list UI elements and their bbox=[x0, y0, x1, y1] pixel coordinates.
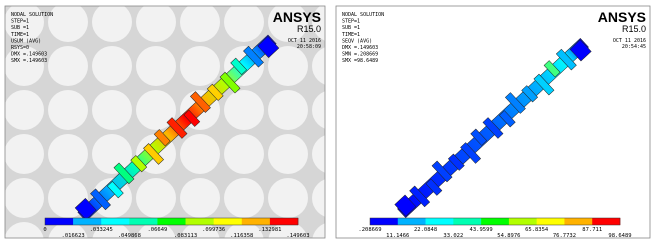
info-line: SUB =1 bbox=[11, 25, 29, 31]
legend-band bbox=[270, 218, 298, 225]
legend-band bbox=[453, 218, 481, 225]
legend-band bbox=[537, 218, 565, 225]
logo: ANSYS bbox=[598, 9, 646, 25]
info-line: USUM (AVG) bbox=[11, 38, 41, 44]
legend-band bbox=[129, 218, 157, 225]
legend-band bbox=[509, 218, 537, 225]
logo: ANSYS bbox=[273, 9, 321, 25]
legend-label: .06649 bbox=[148, 227, 168, 233]
panel-left bbox=[5, 6, 325, 238]
info-line: SEQV (AVG) bbox=[342, 38, 372, 44]
info-line: DMX =.149603 bbox=[342, 45, 378, 51]
figure: NODAL SOLUTIONSTEP=1SUB =1TIME=1USUM (AV… bbox=[0, 0, 656, 244]
info-line: TIME=1 bbox=[342, 32, 360, 38]
version: R15.0 bbox=[622, 24, 646, 34]
info-line: SMX =98.6489 bbox=[342, 58, 378, 64]
legend-label: 11.1466 bbox=[386, 233, 409, 239]
info-line: SMX =.149603 bbox=[11, 58, 47, 64]
legend-label: 98.6489 bbox=[608, 233, 631, 239]
legend-label: .132981 bbox=[258, 227, 281, 233]
info-line: RSYS=0 bbox=[11, 45, 29, 51]
legend-band bbox=[426, 218, 454, 225]
info-line: TIME=1 bbox=[11, 32, 29, 38]
info-line: STEP=1 bbox=[11, 19, 29, 25]
legend-label: 22.0848 bbox=[414, 227, 437, 233]
legend-label: .208669 bbox=[358, 227, 381, 233]
info-line: STEP=1 bbox=[342, 19, 360, 25]
legend-label: 54.8976 bbox=[497, 233, 520, 239]
legend-label: .099736 bbox=[202, 227, 225, 233]
legend-label: 65.8354 bbox=[525, 227, 549, 233]
info-line: NODAL SOLUTION bbox=[11, 12, 53, 18]
legend-label: .083113 bbox=[174, 233, 197, 239]
legend-band bbox=[370, 218, 398, 225]
legend-band bbox=[214, 218, 242, 225]
legend-label: 43.9599 bbox=[470, 227, 493, 233]
info-line: NODAL SOLUTION bbox=[342, 12, 384, 18]
legend-band bbox=[398, 218, 426, 225]
time: 20:58:09 bbox=[297, 44, 321, 50]
legend-label: 76.7732 bbox=[553, 233, 576, 239]
time: 20:54:45 bbox=[622, 44, 646, 50]
legend-band bbox=[592, 218, 620, 225]
info-line: SUB =1 bbox=[342, 25, 360, 31]
page: {"panels": [ {"info_lines": ["NODAL SOLU… bbox=[0, 0, 656, 244]
legend-band bbox=[73, 218, 101, 225]
legend-label: 0 bbox=[43, 227, 46, 233]
legend-band bbox=[45, 218, 73, 225]
legend-band bbox=[481, 218, 509, 225]
info-line: DMX =.149603 bbox=[11, 52, 47, 58]
version: R15.0 bbox=[297, 24, 321, 34]
legend-band bbox=[186, 218, 214, 225]
legend-label: .149603 bbox=[286, 233, 309, 239]
legend-band bbox=[101, 218, 129, 225]
legend-label: .016623 bbox=[62, 233, 85, 239]
legend-label: .033245 bbox=[90, 227, 113, 233]
legend-label: 87.711 bbox=[582, 227, 602, 233]
legend-label: .116358 bbox=[230, 233, 253, 239]
info-line: SMN =.208669 bbox=[342, 52, 378, 58]
legend-band bbox=[564, 218, 592, 225]
legend-band bbox=[242, 218, 270, 225]
legend-label: .049868 bbox=[118, 233, 141, 239]
legend-label: 33.022 bbox=[443, 233, 463, 239]
legend-band bbox=[157, 218, 185, 225]
